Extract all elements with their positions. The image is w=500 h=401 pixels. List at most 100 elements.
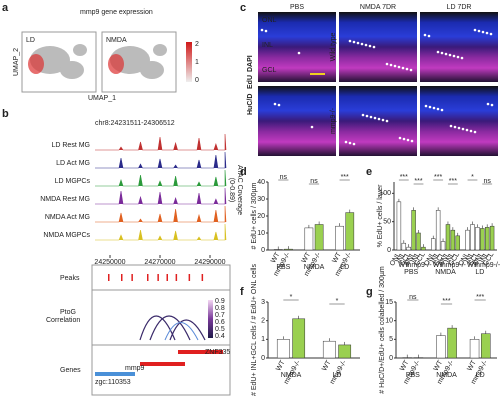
edu-cell: [405, 67, 409, 71]
bar: [335, 225, 344, 251]
scale-label: 0.7: [215, 312, 225, 319]
bar: [484, 227, 490, 251]
bar-label: WT: [331, 251, 343, 265]
bar: [304, 227, 314, 251]
bar: [338, 344, 352, 359]
row-label: Peaks: [60, 275, 80, 282]
colorbar: [208, 300, 213, 338]
bar-label: WT: [275, 359, 287, 373]
panel-letter: b: [2, 108, 9, 120]
error-bar: [308, 224, 310, 228]
stain-label: HuC/D: [247, 94, 254, 115]
stain-label: DAPI: [247, 55, 254, 72]
peak: [166, 274, 168, 281]
track-label: NMDA Rest MG: [40, 196, 90, 203]
error-bar: [413, 207, 414, 211]
bar: [447, 327, 457, 359]
sig-label: *: [471, 174, 474, 181]
sig-label: ***: [341, 174, 349, 181]
error-bar: [474, 336, 475, 340]
y-tick-label: 5: [389, 336, 393, 343]
gene-label: mmp9: [125, 365, 145, 372]
group-label: NMDA: [281, 372, 302, 379]
row-label: Wild type: [330, 33, 337, 62]
sig-label: ***: [434, 174, 442, 181]
edu-cell: [424, 104, 428, 108]
edu-cell: [364, 43, 368, 47]
y-tick-label: 1: [261, 336, 265, 343]
edu-cell: [297, 51, 301, 55]
bar-label: WT: [466, 359, 478, 373]
error-bar: [329, 338, 330, 342]
edu-cell: [402, 137, 406, 141]
bar: [345, 212, 355, 251]
bar: [455, 235, 460, 251]
sig-label: ***: [476, 294, 484, 301]
edu-cell: [310, 125, 314, 129]
subgroup-label: WT: [433, 262, 445, 269]
edu-cell: [348, 141, 352, 145]
bar: [481, 333, 491, 359]
edu-cell: [423, 33, 427, 37]
track-label: NMDA MGPCs: [43, 232, 90, 239]
coverage-track: [95, 187, 227, 205]
plot-label: NMDA: [106, 37, 127, 44]
error-bar: [423, 244, 424, 248]
sig-label: ***: [414, 178, 422, 185]
axis-label: UMAP_1: [88, 95, 116, 102]
row-label: Genes: [60, 367, 81, 374]
bar: [450, 229, 456, 251]
edu-cell: [473, 130, 477, 134]
sig-label: ns: [310, 178, 318, 185]
bar: [489, 225, 495, 251]
error-bar: [403, 240, 405, 244]
panel-letter: a: [2, 2, 9, 14]
track-label: NMDA Act MG: [45, 214, 90, 221]
edu-cell: [449, 124, 453, 128]
error-bar: [485, 330, 487, 334]
error-bar: [486, 224, 488, 228]
edu-cell: [344, 140, 348, 144]
peak: [131, 274, 133, 281]
edu-cell: [469, 129, 473, 133]
bar-label: WT: [321, 359, 333, 373]
sig-label: ns: [409, 294, 417, 301]
error-bar: [277, 246, 279, 250]
edu-cell: [277, 103, 281, 107]
scale-label: 1: [195, 59, 199, 66]
bar: [406, 246, 411, 251]
bar: [480, 228, 485, 251]
peak: [157, 274, 159, 281]
edu-cell: [489, 32, 493, 36]
edu-cell: [372, 45, 376, 49]
subgroup-label: mmp9-/-: [405, 262, 432, 269]
y-tick-label: 40: [257, 179, 265, 186]
y-tick-label: 100: [379, 190, 391, 197]
group-label: LD: [333, 372, 342, 379]
error-bar: [472, 221, 473, 225]
y-axis-label: # HuC/D+/EdU+ cells colabelled / 300µm: [379, 266, 386, 394]
micrograph: [420, 86, 498, 156]
group-label: PBS: [276, 264, 290, 271]
edu-cell: [406, 138, 410, 142]
umap-highlight: [28, 54, 124, 74]
error-bar: [418, 354, 419, 358]
subgroup-label: WT: [398, 262, 410, 269]
edu-cell: [427, 34, 431, 38]
gene-label: zgc:110353: [95, 379, 131, 386]
edu-cell: [361, 113, 365, 117]
column-label: NMDA 7DR: [360, 4, 396, 11]
peak: [201, 274, 204, 281]
bar: [284, 248, 293, 251]
region: chr8:24231511-24306512: [95, 120, 175, 127]
bar-label: WT: [301, 251, 313, 265]
edu-cell: [401, 66, 405, 70]
error-bar: [408, 244, 410, 248]
edu-cell: [365, 114, 369, 118]
edu-cell: [473, 28, 477, 32]
micrograph: [258, 12, 336, 82]
bar-label: INL: [479, 251, 491, 264]
error-bar: [339, 223, 340, 227]
gene: [140, 362, 185, 366]
coverage-track: [95, 205, 227, 223]
